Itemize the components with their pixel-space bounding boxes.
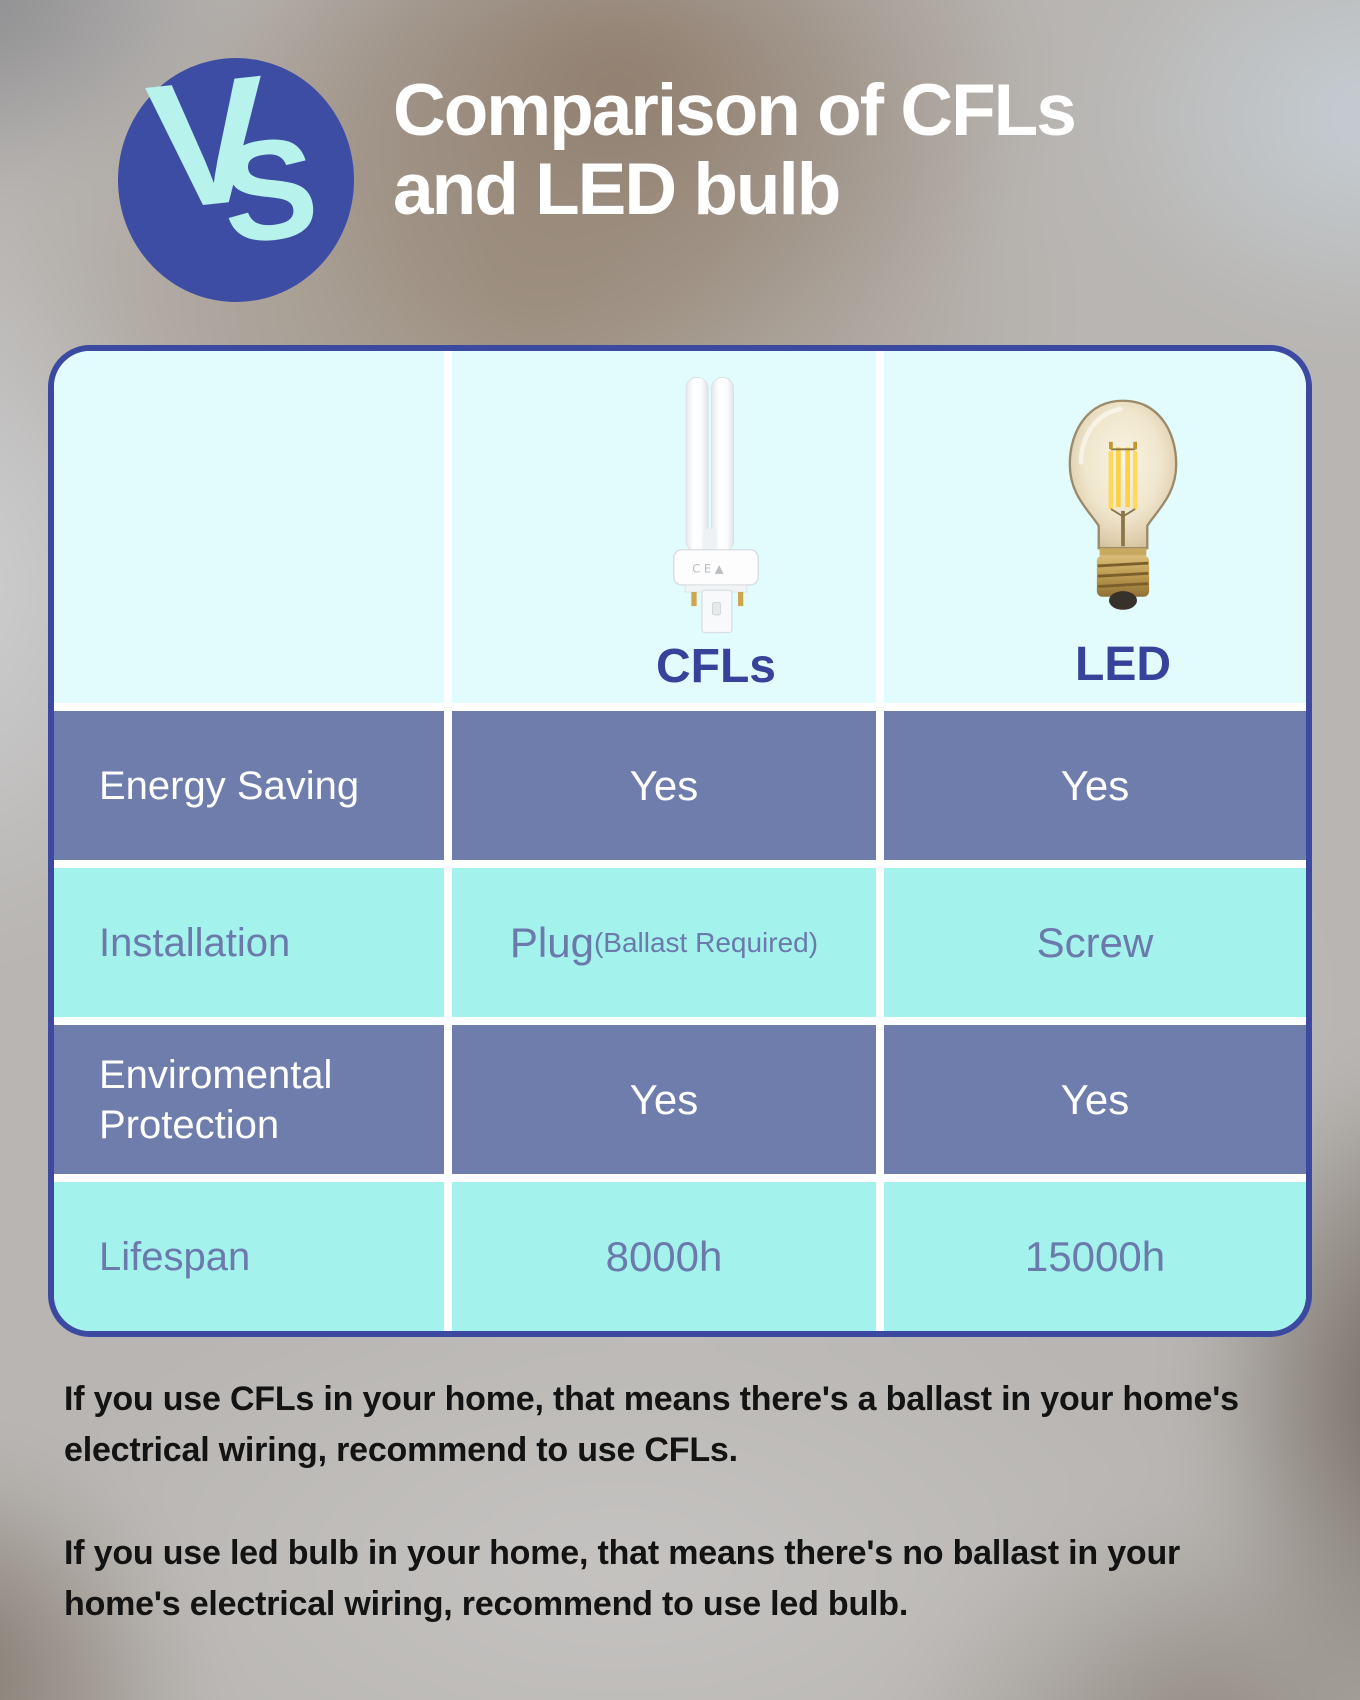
svg-text:C E ▲: C E ▲ bbox=[692, 562, 723, 576]
cell-value: Screw bbox=[1036, 918, 1154, 966]
row-lifespan-cfl-cell: 8000h bbox=[452, 1182, 876, 1331]
row-lifespan-label-cell: Lifespan bbox=[54, 1182, 444, 1331]
row-label: Enviromental Protection bbox=[99, 1052, 333, 1147]
cell-value-note: (Ballast Required) bbox=[593, 926, 819, 958]
comparison-table: C E ▲ CFLs bbox=[48, 345, 1312, 1337]
row-label: Lifespan bbox=[99, 1234, 251, 1279]
led-bulb-icon bbox=[1068, 399, 1178, 610]
note-led: If you use led bulb in your home, that m… bbox=[64, 1534, 1181, 1623]
row-installation-led-cell: Screw bbox=[884, 868, 1306, 1017]
row-environment-label-cell: Enviromental Protection bbox=[54, 1025, 444, 1174]
title-line-2: and LED bulb bbox=[393, 148, 841, 230]
footer-notes: If you use CFLs in your home, that means… bbox=[64, 1374, 1268, 1682]
row-environment-led-cell: Yes bbox=[884, 1025, 1306, 1174]
vs-letter-s: S bbox=[213, 106, 325, 275]
row-lifespan-led-cell: 15000h bbox=[884, 1182, 1306, 1331]
page-title: Comparison of CFLs and LED bulb bbox=[393, 70, 1293, 230]
column-label-cfls: CFLs bbox=[656, 640, 776, 693]
header-cfl-cell: C E ▲ CFLs bbox=[452, 351, 876, 703]
vs-badge-icon: V S bbox=[118, 37, 354, 302]
row-energy-saving-led-cell: Yes bbox=[884, 711, 1306, 860]
header-empty-cell bbox=[54, 351, 444, 703]
row-environment-cfl-cell: Yes bbox=[452, 1025, 876, 1174]
cell-value: Yes bbox=[629, 761, 699, 809]
column-label-led: LED bbox=[1075, 638, 1171, 691]
row-label: Installation bbox=[99, 920, 291, 965]
cfl-bulb-icon: C E ▲ bbox=[673, 376, 759, 634]
cell-value: 8000h bbox=[605, 1232, 723, 1280]
row-installation-cfl-cell: Plug (Ballast Required) bbox=[452, 868, 876, 1017]
note-cfl: If you use CFLs in your home, that means… bbox=[64, 1380, 1239, 1469]
title-line-1: Comparison of CFLs bbox=[393, 70, 1077, 151]
cell-value: Plug bbox=[509, 918, 594, 966]
row-energy-saving-cfl-cell: Yes bbox=[452, 711, 876, 860]
header-led-cell: LED bbox=[884, 351, 1306, 703]
cell-value: Yes bbox=[1060, 1075, 1130, 1123]
cell-value: Yes bbox=[1060, 761, 1130, 809]
row-energy-saving-label-cell: Energy Saving bbox=[54, 711, 444, 860]
cell-value: Yes bbox=[629, 1075, 699, 1123]
row-installation-label-cell: Installation bbox=[54, 868, 444, 1017]
row-label: Energy Saving bbox=[99, 763, 360, 808]
cell-value: 15000h bbox=[1024, 1232, 1166, 1280]
